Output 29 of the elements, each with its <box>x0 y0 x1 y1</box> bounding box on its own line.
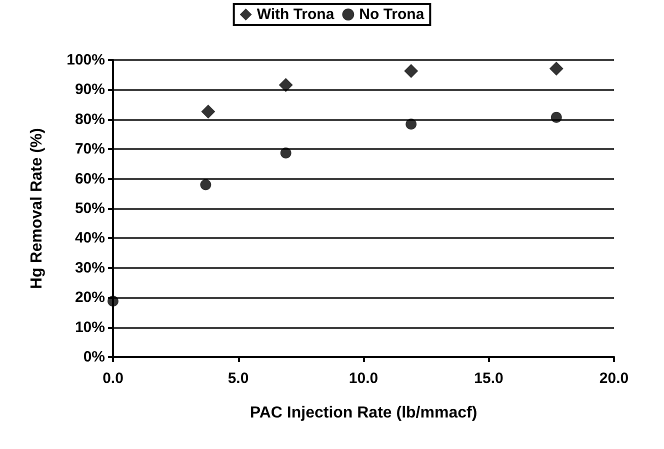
y-tick-label: 0% <box>83 348 105 366</box>
y-tick-label: 60% <box>74 170 105 188</box>
y-tick-label: 70% <box>74 140 105 158</box>
y-tick-label: 10% <box>74 318 105 336</box>
y-tick-label: 20% <box>74 289 105 306</box>
y-tick-label: 50% <box>74 200 105 217</box>
point <box>550 112 562 123</box>
y-tick-label: 40% <box>74 230 105 247</box>
y-tick-label: 80% <box>74 110 105 128</box>
x-tick-label: 15.0 <box>474 370 504 387</box>
point <box>404 64 418 78</box>
point <box>200 179 212 190</box>
point <box>406 118 417 130</box>
x-tick-label: 10.0 <box>348 370 378 387</box>
x-axis-title: PAC Injection Rate (lb/mmacf) <box>250 404 478 422</box>
point <box>108 296 118 307</box>
point <box>201 104 216 119</box>
x-tick-label: 20.0 <box>599 370 629 387</box>
y-axis-title: Hg Removal Rate (%) <box>28 128 46 289</box>
point <box>280 147 292 158</box>
x-tick-label: 0.0 <box>102 370 124 387</box>
y-tick-label: 30% <box>74 259 105 276</box>
point <box>549 62 564 76</box>
x-tick-label: 5.0 <box>228 370 249 387</box>
legend-label: No Trona <box>359 6 425 23</box>
point <box>278 78 293 92</box>
y-tick-label: 90% <box>74 81 105 98</box>
y-tick-label: 100% <box>66 52 105 68</box>
legend-label: With Trona <box>256 6 335 23</box>
